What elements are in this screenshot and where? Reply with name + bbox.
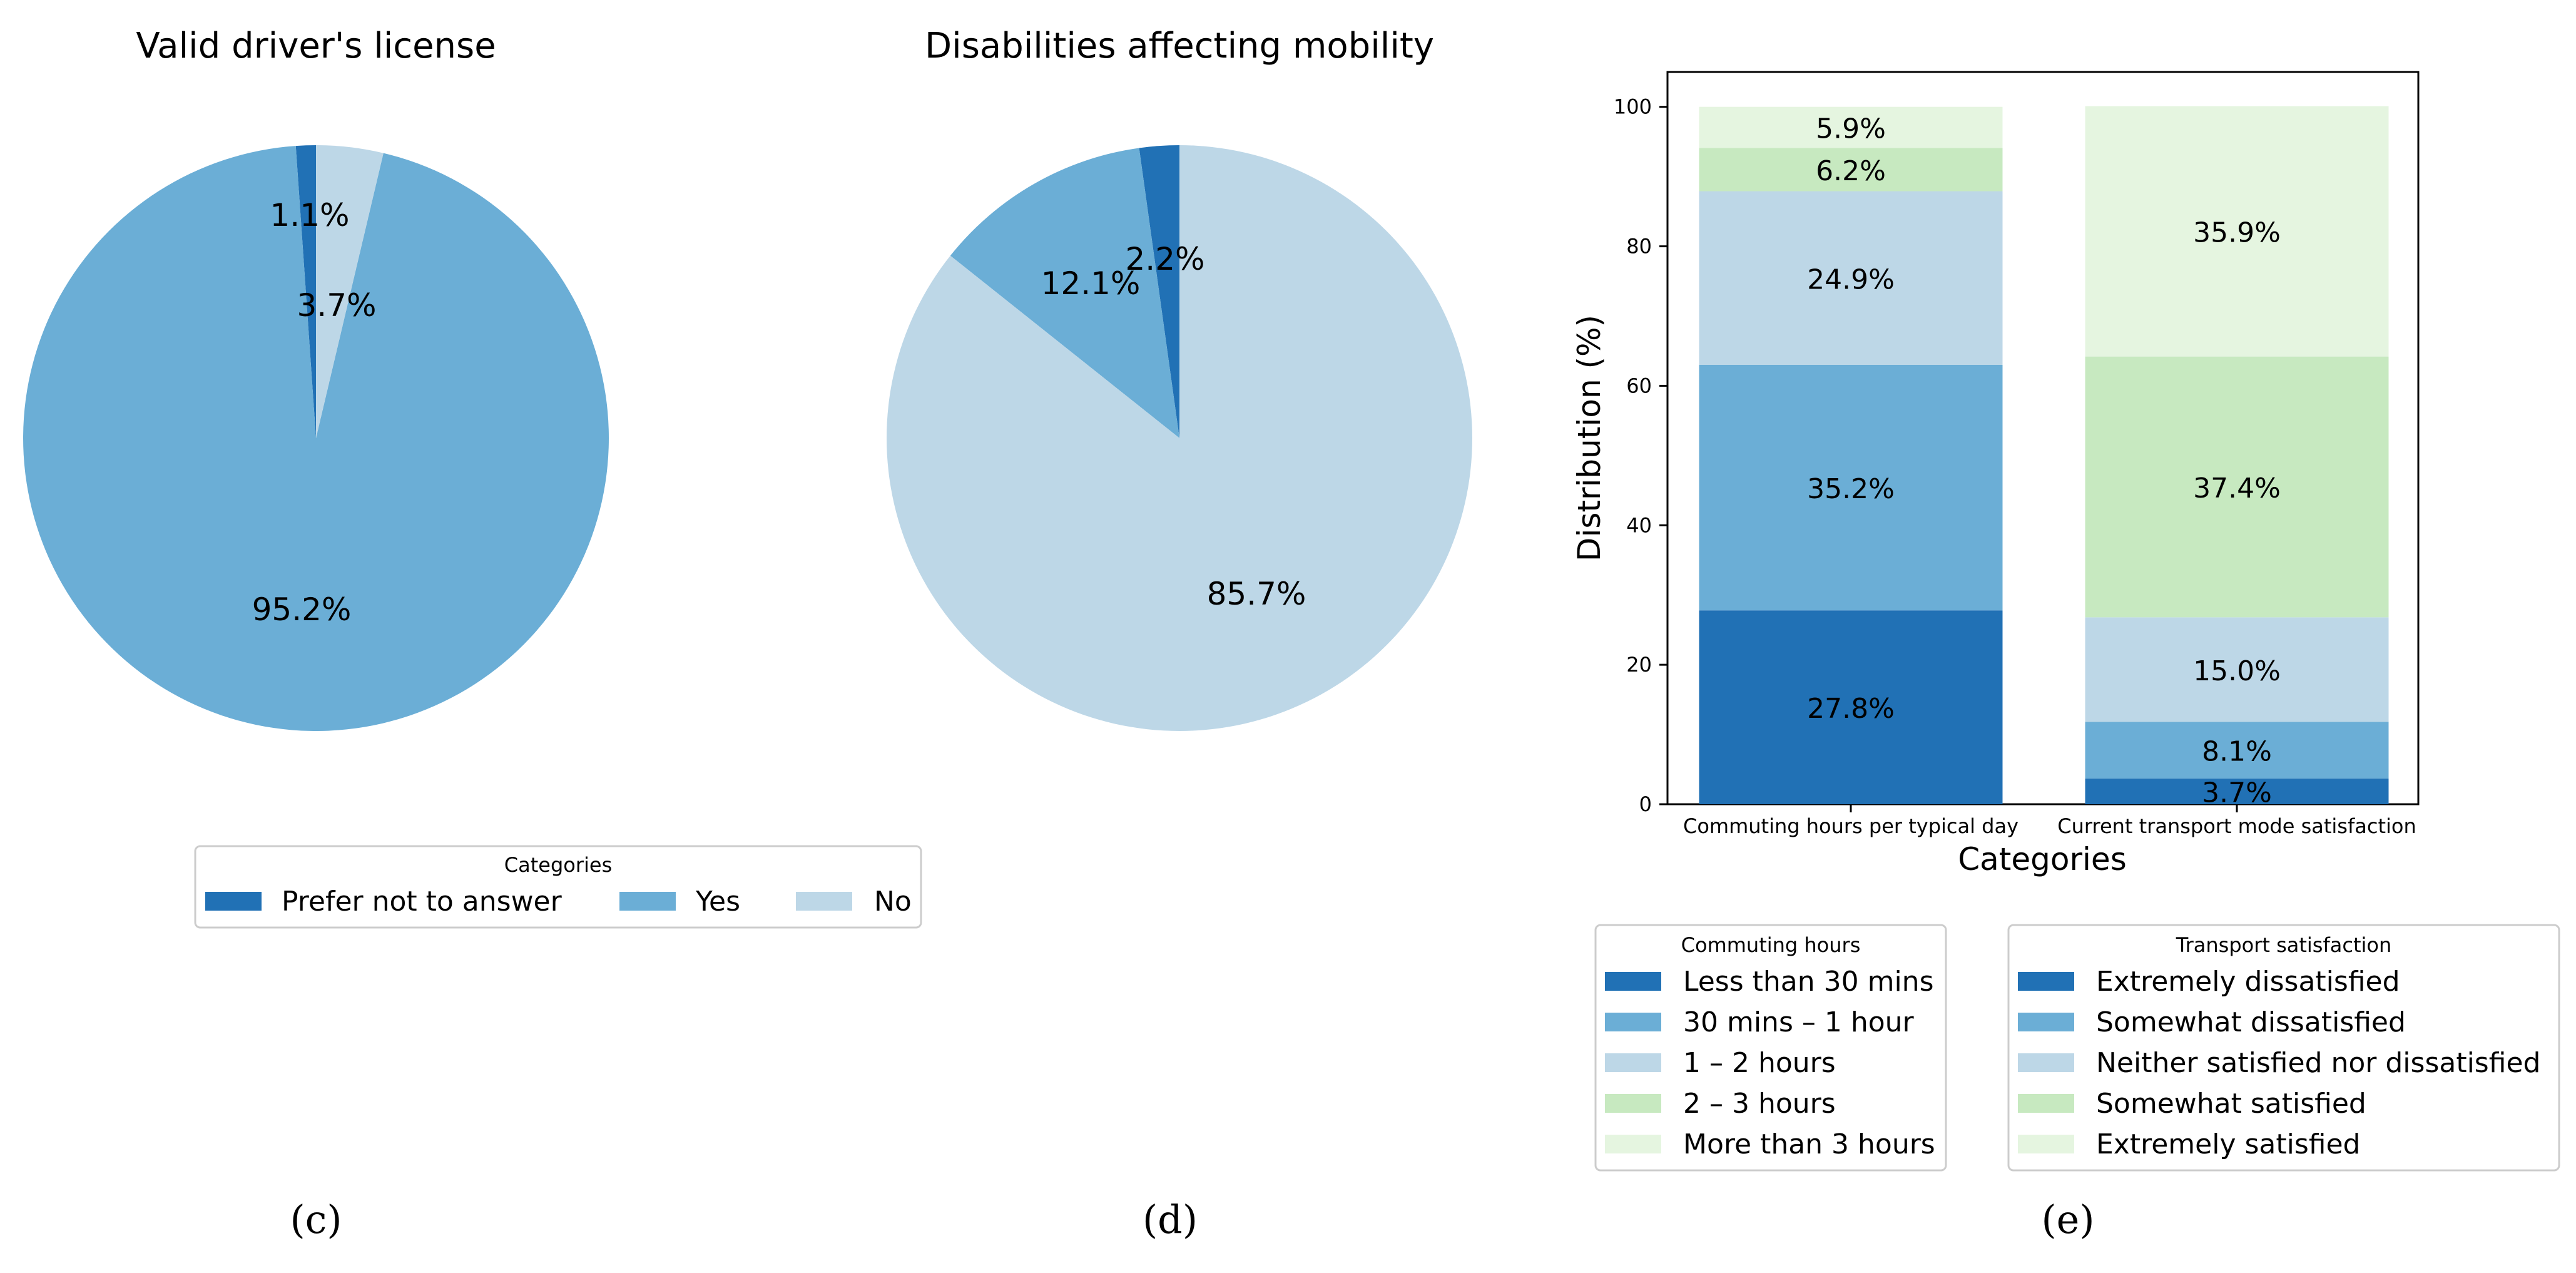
pie-chart-driver-license: Valid driver's license 1.1% 95.2% 3.7% (… (23, 26, 609, 1242)
pie-c-label-yes: 95.2% (252, 591, 352, 628)
pie-d-label-prefer: 2.2% (1125, 241, 1204, 277)
legend-swatch-no (796, 892, 852, 911)
pie-c-slice-no (316, 145, 384, 438)
pie-chart-disabilities: Disabilities affecting mobility 2.2% 12.… (887, 26, 1472, 1242)
y-tick-80: 80 (1626, 235, 1652, 258)
bar-label-satisfaction-1: 3.7% (2202, 777, 2272, 809)
satisfaction-legend-swatch-4 (2018, 1094, 2074, 1113)
bar-label-satisfaction-4: 37.4% (2193, 473, 2281, 504)
y-tick-0: 0 (1639, 792, 1652, 816)
legend-label-prefer: Prefer not to answer (282, 886, 563, 918)
x-tick-satisfaction: Current transport mode satisfaction (2057, 814, 2416, 838)
pie-d-label-no: 85.7% (1207, 576, 1306, 612)
x-tick-commuting: Commuting hours per typical day (1683, 814, 2019, 838)
commuting-legend-swatch-4 (1605, 1094, 1661, 1113)
pie-c-label-prefer: 1.1% (270, 197, 349, 233)
commuting-legend-frame (1594, 924, 1947, 1172)
pie-title-d: Disabilities affecting mobility (925, 26, 1434, 66)
commuting-legend-swatch-5 (1605, 1135, 1661, 1153)
commuting-legend-swatch-1 (1605, 972, 1661, 991)
categories-legend-title: Categories (504, 853, 612, 877)
commuting-legend-label-3: 1 – 2 hours (1683, 1047, 1836, 1079)
bar-label-commuting-2: 35.2% (1807, 473, 1895, 505)
categories-legend: Categories Prefer not to answer Yes No (194, 845, 922, 929)
commuting-legend-label-1: Less than 30 mins (1683, 966, 1934, 998)
legend-swatch-prefer (205, 892, 262, 911)
categories-legend-frame (194, 845, 922, 929)
bar-label-commuting-4: 6.2% (1816, 155, 1886, 187)
legend-item-no: No (796, 886, 912, 918)
panel-label-e: (e) (2041, 1197, 2094, 1242)
legend-label-no: No (874, 886, 912, 918)
bar-segment-satisfaction-2 (2085, 722, 2389, 779)
pie-d-slice-no (887, 145, 1472, 731)
x-axis-label: Categories (1958, 841, 2127, 877)
bar-segment-satisfaction-5 (2085, 106, 2389, 357)
satisfaction-legend-swatch-1 (2018, 972, 2074, 991)
pie-c-label-no: 3.7% (297, 287, 376, 324)
pie-c-slice-prefer-not-to-answer (295, 145, 316, 438)
legend-item-yes: Yes (619, 886, 740, 918)
pie-d-slice-yes (950, 148, 1179, 438)
satisfaction-legend-frame (2007, 924, 2560, 1172)
bar-segment-satisfaction-4 (2085, 356, 2389, 618)
pie-d-label-yes: 12.1% (1041, 265, 1141, 302)
bar-segment-commuting-1 (1699, 610, 2003, 804)
panel-label-c: (c) (290, 1197, 342, 1242)
y-tick-20: 20 (1626, 653, 1652, 677)
bar-segment-commuting-2 (1699, 365, 2003, 611)
satisfaction-legend-swatch-3 (2018, 1053, 2074, 1072)
panel-label-d: (d) (1143, 1197, 1198, 1242)
legend-swatch-yes (619, 892, 676, 911)
bar-label-satisfaction-2: 8.1% (2202, 736, 2272, 768)
y-tick-100: 100 (1614, 95, 1652, 119)
satisfaction-legend-swatch-5 (2018, 1135, 2074, 1153)
bar-label-satisfaction-5: 35.9% (2193, 217, 2281, 249)
bar-segment-commuting-4 (1699, 148, 2003, 192)
satisfaction-legend-label-5: Extremely satisfied (2096, 1128, 2360, 1160)
legend-label-yes: Yes (695, 886, 740, 918)
bar-label-commuting-3: 24.9% (1807, 263, 1895, 295)
y-axis-label: Distribution (%) (1571, 315, 1607, 561)
commuting-legend-label-5: More than 3 hours (1683, 1128, 1935, 1160)
bar-segment-commuting-3 (1699, 191, 2003, 365)
satisfaction-legend-label-4: Somewhat satisfied (2096, 1088, 2366, 1120)
commuting-legend-label-2: 30 mins – 1 hour (1683, 1006, 1915, 1038)
transport-satisfaction-legend: Transport satisfaction Extremely dissati… (2007, 924, 2560, 1172)
satisfaction-legend-label-2: Somewhat dissatisfied (2096, 1006, 2406, 1038)
bar-label-satisfaction-3: 15.0% (2193, 655, 2281, 687)
commuting-hours-legend: Commuting hours Less than 30 mins 30 min… (1594, 924, 1947, 1172)
commuting-legend-swatch-3 (1605, 1053, 1661, 1072)
pie-c-slice-yes (23, 146, 609, 732)
commuting-legend-label-4: 2 – 3 hours (1683, 1088, 1836, 1120)
satisfaction-legend-label-3: Neither satisfied nor dissatisfied (2096, 1047, 2540, 1079)
bar-segment-satisfaction-1 (2085, 778, 2389, 804)
bar-segment-satisfaction-3 (2085, 617, 2389, 722)
bar-segment-commuting-5 (1699, 106, 2003, 148)
y-tick-60: 60 (1626, 374, 1652, 397)
bar-label-commuting-5: 5.9% (1816, 113, 1886, 145)
satisfaction-legend-swatch-2 (2018, 1013, 2074, 1031)
stacked-bar-chart: 27.8% 35.2% 24.9% 6.2% 5.9% 3.7% 8.1% 15.0% 37.4… (1571, 71, 2560, 1242)
satisfaction-legend-title: Transport satisfaction (2176, 933, 2391, 957)
bar-label-commuting-1: 27.8% (1807, 693, 1895, 725)
y-tick-40: 40 (1626, 513, 1652, 537)
legend-item-prefer: Prefer not to answer (205, 886, 563, 918)
commuting-legend-title: Commuting hours (1681, 933, 1861, 957)
commuting-legend-swatch-2 (1605, 1013, 1661, 1031)
satisfaction-legend-label-1: Extremely dissatisfied (2096, 966, 2400, 998)
pie-title-c: Valid driver's license (136, 26, 496, 66)
plot-area-frame (1666, 71, 2420, 805)
pie-d-slice-prefer-not-to-answer (1139, 145, 1179, 438)
